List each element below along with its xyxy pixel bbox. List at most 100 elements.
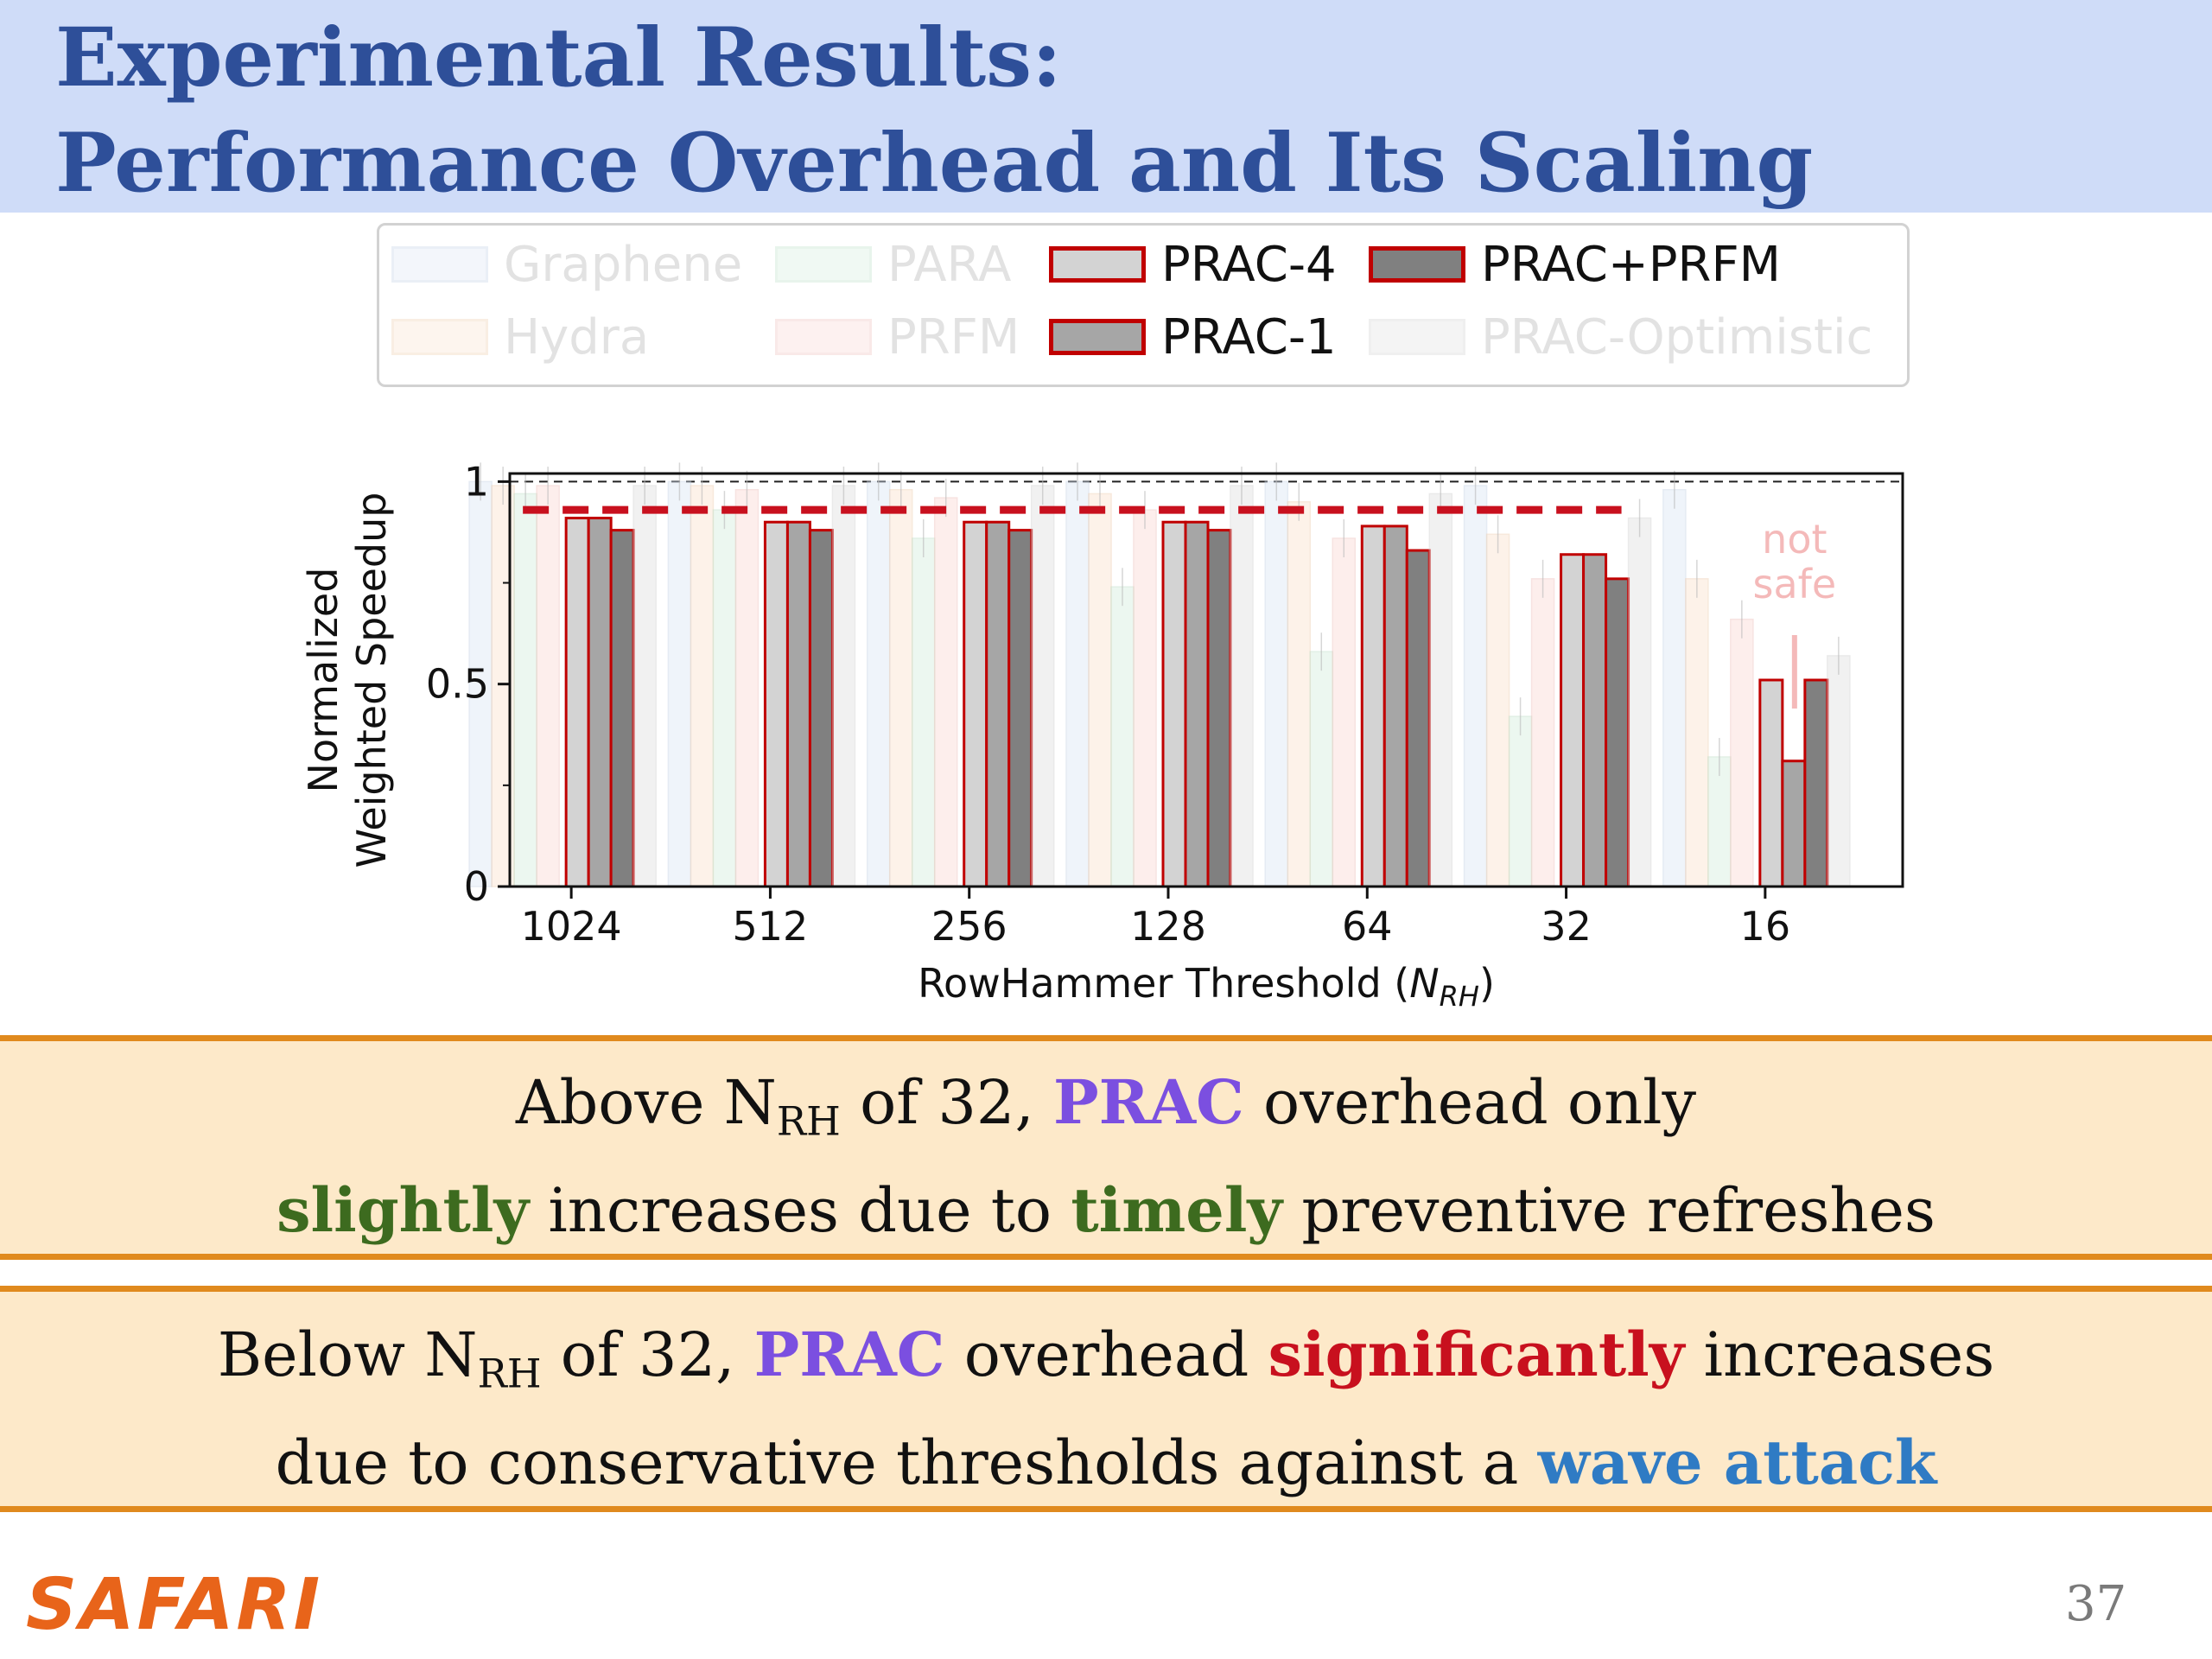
bar-prfm-1024 bbox=[536, 485, 560, 887]
bar-hydra-32 bbox=[1485, 533, 1510, 887]
bar-prac-optimistic-512 bbox=[831, 485, 856, 887]
bar-para-256 bbox=[911, 537, 936, 887]
x-tick-label-16: 16 bbox=[1740, 903, 1791, 950]
bar-prac-prfm-64 bbox=[1405, 549, 1431, 888]
legend-swatch bbox=[391, 246, 488, 283]
page-number: 37 bbox=[2065, 1576, 2127, 1632]
x-tick-label-32: 32 bbox=[1541, 903, 1592, 950]
bar-prfm-256 bbox=[933, 497, 958, 887]
legend-swatch bbox=[775, 319, 872, 355]
bar-prac-optimistic-64 bbox=[1428, 493, 1453, 887]
bar-para-64 bbox=[1309, 651, 1334, 887]
timely-highlight: timely bbox=[1071, 1173, 1283, 1246]
bar-prac-1-256 bbox=[985, 520, 1011, 888]
legend-swatch bbox=[1049, 319, 1146, 355]
bar-prac-1-512 bbox=[785, 520, 811, 888]
bar-prac-1-32 bbox=[1582, 553, 1608, 888]
bar-prac-prfm-128 bbox=[1206, 529, 1232, 888]
annotation-not-safe-1: safe bbox=[1753, 561, 1837, 607]
chart-legend: Graphene PARA PRAC-4 PRAC+PRFM Hydra PRFM PRAC… bbox=[377, 223, 1910, 387]
bar-para-16 bbox=[1707, 756, 1732, 887]
legend-label: PRAC-Optimistic bbox=[1481, 309, 1873, 365]
safari-logo: SAFARI bbox=[26, 1564, 323, 1646]
x-axis-label: RowHammer Threshold (NRH) bbox=[918, 960, 1495, 1013]
x-tick-label-64: 64 bbox=[1342, 903, 1393, 950]
prac-highlight-2: PRAC bbox=[753, 1319, 945, 1390]
bar-prac-4-16 bbox=[1758, 678, 1784, 888]
bar-prac-1-64 bbox=[1382, 524, 1408, 888]
legend-swatch bbox=[391, 319, 488, 355]
bar-prac-4-256 bbox=[963, 520, 988, 888]
bar-graphene-128 bbox=[1065, 480, 1090, 887]
bar-prfm-32 bbox=[1530, 578, 1555, 887]
legend-swatch bbox=[775, 246, 872, 283]
y-axis-label-line-2: Weighted Speedup bbox=[348, 493, 395, 868]
bar-prac-optimistic-1024 bbox=[632, 485, 657, 887]
bar-prac-4-32 bbox=[1560, 553, 1586, 888]
bar-para-128 bbox=[1110, 586, 1135, 887]
bar-prac-4-1024 bbox=[564, 517, 590, 888]
bar-graphene-64 bbox=[1264, 480, 1289, 887]
y-tick-label-0: 0 bbox=[464, 863, 489, 910]
slide-title-line-2: Performance Overhead and Its Scaling bbox=[55, 116, 1814, 211]
bar-prac-prfm-32 bbox=[1605, 577, 1630, 888]
plot-frame bbox=[508, 472, 1904, 888]
title-band bbox=[0, 0, 2212, 213]
bar-hydra-128 bbox=[1088, 493, 1112, 887]
x-tick-label-128: 128 bbox=[1130, 903, 1206, 950]
bar-hydra-64 bbox=[1287, 501, 1312, 887]
bar-prac-4-128 bbox=[1161, 520, 1187, 888]
legend-label: PRAC+PRFM bbox=[1481, 237, 1781, 293]
y-tick-label-1: 1 bbox=[464, 458, 489, 505]
bar-prac-4-64 bbox=[1360, 524, 1386, 888]
y-axis-label-line-1: Normalized bbox=[300, 568, 346, 793]
wave-attack-highlight: wave attack bbox=[1537, 1426, 1937, 1498]
x-tick-label-1024: 1024 bbox=[521, 903, 622, 950]
bar-prac-optimistic-16 bbox=[1827, 655, 1851, 887]
legend-swatch bbox=[1049, 246, 1146, 283]
bar-graphene-1024 bbox=[468, 480, 493, 887]
bar-prac-prfm-256 bbox=[1007, 529, 1033, 888]
prac-highlight: PRAC bbox=[1052, 1066, 1244, 1138]
bar-graphene-512 bbox=[667, 480, 692, 887]
callout-above-threshold: Above NRH of 32, PRAC overhead only slig… bbox=[0, 1035, 2212, 1260]
y-tick-label-0.5: 0.5 bbox=[426, 661, 489, 708]
bar-prac-1-1024 bbox=[587, 517, 613, 888]
callout-2-line-2: due to conservative thresholds against a… bbox=[275, 1426, 1937, 1498]
bar-prac-optimistic-128 bbox=[1230, 485, 1254, 887]
bar-prfm-512 bbox=[734, 488, 760, 887]
x-tick-label-256: 256 bbox=[931, 903, 1007, 950]
legend-label: Hydra bbox=[504, 309, 650, 365]
bar-prac-optimistic-256 bbox=[1030, 485, 1055, 887]
slide-title: Experimental Results: Performance Overhe… bbox=[55, 5, 1813, 216]
bar-graphene-256 bbox=[866, 480, 891, 887]
bar-hydra-512 bbox=[690, 485, 715, 887]
bar-para-32 bbox=[1508, 715, 1533, 887]
legend-label: PARA bbox=[887, 237, 1012, 293]
bar-para-1024 bbox=[513, 493, 537, 887]
bar-prac-optimistic-32 bbox=[1627, 517, 1652, 887]
callout-1-line-1: Above NRH of 32, PRAC overhead only bbox=[515, 1066, 1697, 1145]
bar-prfm-64 bbox=[1332, 537, 1357, 887]
bar-prac-prfm-512 bbox=[808, 529, 834, 888]
bar-prfm-128 bbox=[1133, 509, 1157, 887]
bar-para-512 bbox=[712, 509, 737, 887]
legend-swatch bbox=[1369, 319, 1465, 355]
legend-label: Graphene bbox=[504, 237, 743, 293]
legend-label: PRAC-1 bbox=[1161, 309, 1337, 365]
bar-hydra-16 bbox=[1685, 578, 1709, 887]
x-tick-label-512: 512 bbox=[733, 903, 809, 950]
bar-prac-prfm-1024 bbox=[609, 529, 635, 888]
bar-graphene-32 bbox=[1463, 485, 1488, 887]
bar-prfm-16 bbox=[1730, 618, 1754, 887]
bar-graphene-16 bbox=[1662, 488, 1687, 887]
legend-label: PRAC-4 bbox=[1161, 237, 1337, 293]
annotation-not-safe-0: not bbox=[1762, 516, 1827, 563]
legend-label: PRFM bbox=[887, 309, 1020, 365]
callout-below-threshold: Below NRH of 32, PRAC overhead significa… bbox=[0, 1286, 2212, 1512]
bar-hydra-256 bbox=[888, 488, 913, 887]
callout-2-line-1: Below NRH of 32, PRAC overhead significa… bbox=[217, 1319, 1995, 1397]
bar-prac-1-16 bbox=[1781, 760, 1807, 888]
bar-prac-1-128 bbox=[1184, 520, 1210, 888]
